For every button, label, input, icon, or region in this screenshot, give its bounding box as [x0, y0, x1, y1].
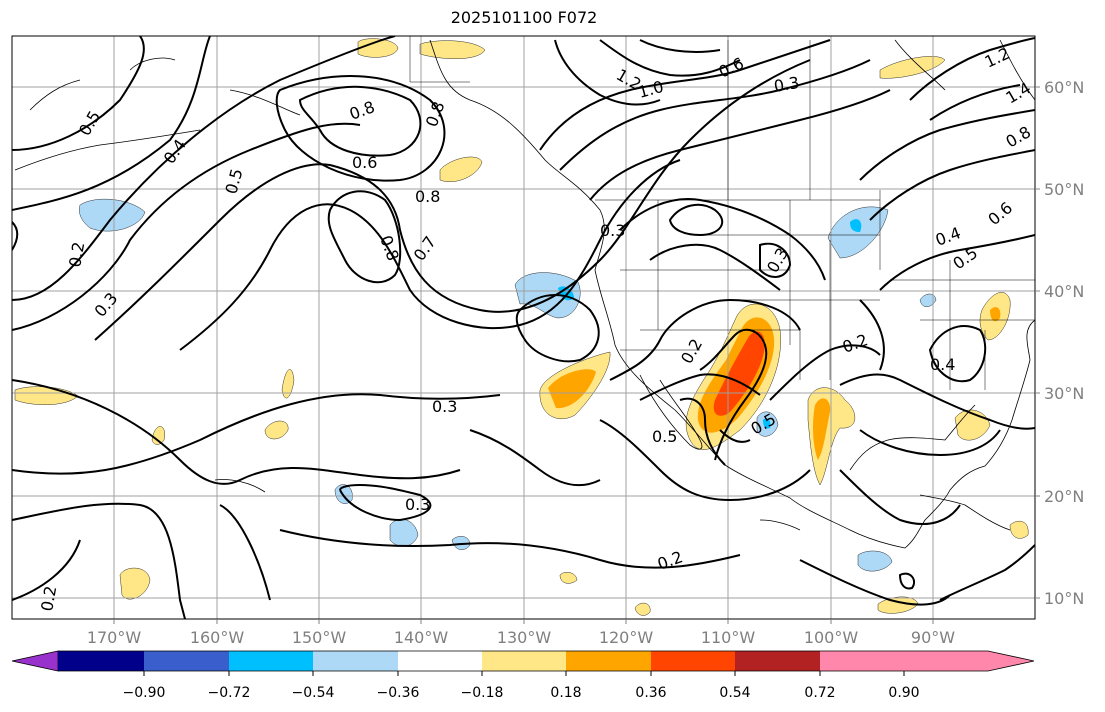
colorbar-segment	[651, 651, 735, 671]
lon-label: 120°W	[599, 628, 654, 647]
lon-label: 150°W	[292, 628, 347, 647]
lon-label: 170°W	[87, 628, 142, 647]
lat-label: 50°N	[1044, 180, 1084, 199]
lon-label: 160°W	[190, 628, 245, 647]
contour-label: 0.4	[930, 355, 955, 374]
colorbar-left-arrow	[11, 650, 59, 672]
contour-label: 0.6	[352, 153, 377, 172]
map-title: 2025101100 F072	[450, 8, 598, 27]
lon-label: 100°W	[804, 628, 859, 647]
colorbar: −0.90 −0.72 −0.54 −0.36 −0.18 0.18 0.36 …	[11, 650, 1035, 701]
contour-label: 0.3	[600, 221, 625, 240]
contour-label: 0.8	[415, 187, 440, 206]
colorbar-tick-label: −0.36	[377, 685, 420, 701]
colorbar-segment	[229, 651, 313, 671]
lat-label: 60°N	[1044, 78, 1084, 97]
lon-label: 140°W	[394, 628, 449, 647]
contour-label: 0.3	[432, 397, 457, 416]
colorbar-tick-label: −0.72	[208, 685, 251, 701]
colorbar-segment	[566, 651, 651, 671]
colorbar-segment	[313, 651, 398, 671]
contour-label: 0.3	[405, 495, 430, 514]
colorbar-tick-label: 0.72	[804, 685, 835, 701]
colorbar-segment	[58, 651, 144, 671]
shaded-regions	[14, 38, 1029, 616]
lat-label: 30°N	[1044, 384, 1084, 403]
colorbar-segment	[482, 651, 566, 671]
colorbar-tick-label: 0.54	[719, 685, 750, 701]
latitude-labels: 60°N 50°N 40°N 30°N 20°N 10°N	[1044, 78, 1084, 608]
lon-label: 110°W	[701, 628, 756, 647]
colorbar-tick-label: −0.54	[292, 685, 335, 701]
lon-label: 90°W	[911, 628, 955, 647]
axis-ticks	[113, 86, 1040, 624]
colorbar-tick-label: −0.18	[461, 685, 504, 701]
contour-label: 0.3	[772, 73, 800, 96]
colorbar-tick-label: 0.90	[888, 685, 919, 701]
colorbar-segment	[820, 651, 904, 671]
political-borders	[409, 36, 1035, 390]
colorbar-segment	[735, 651, 820, 671]
lat-label: 10°N	[1044, 589, 1084, 608]
lat-label: 40°N	[1044, 282, 1084, 301]
lon-label: 130°W	[497, 628, 552, 647]
colorbar-segment	[398, 651, 482, 671]
contour-lines	[12, 36, 1035, 619]
colorbar-right-arrow	[904, 651, 1034, 671]
lat-label: 20°N	[1044, 487, 1084, 506]
contour-label: 0.5	[652, 427, 677, 446]
colorbar-tick-label: 0.36	[635, 685, 666, 701]
colorbar-segment	[144, 651, 229, 671]
contour-label: 0.2	[37, 584, 60, 612]
longitude-labels: 170°W 160°W 150°W 140°W 130°W 120°W 110°…	[87, 628, 955, 647]
colorbar-tick-label: −0.90	[123, 685, 166, 701]
contour-label: 0.2	[65, 240, 88, 268]
colorbar-tick-label: 0.18	[550, 685, 581, 701]
lat-lon-grid	[12, 36, 1035, 619]
